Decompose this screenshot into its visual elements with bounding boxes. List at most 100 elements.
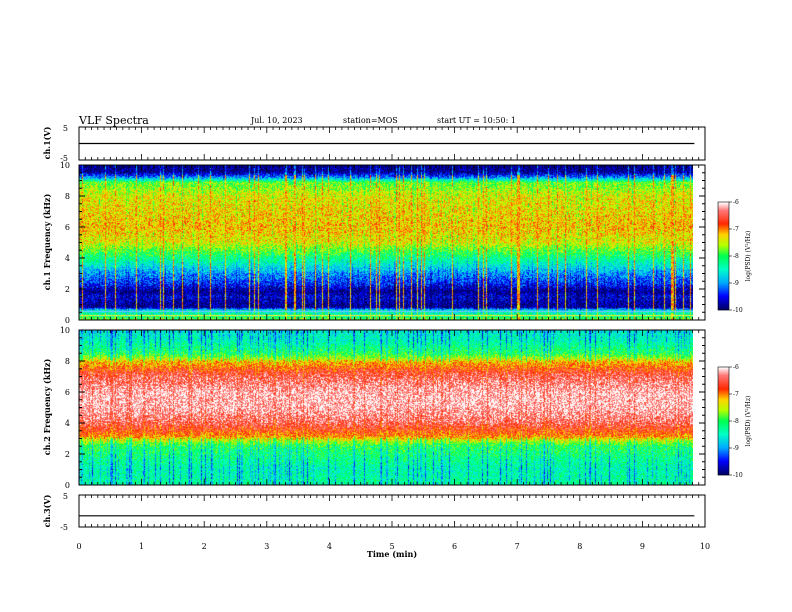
ch1-colorbar-band [718,284,729,286]
ch1-freq-tick-label: 0 [65,316,70,325]
ch2-freq-tick-label: 0 [65,481,70,490]
ch2-colorbar-tick-label: -9 [733,445,739,452]
ch1-colorbar-band [718,250,729,252]
figure-title: VLF Spectra [78,114,149,127]
ch2-colorbar-band [718,374,729,376]
ch1-colorbar-band [718,233,729,235]
ch2-colorbar-band [718,453,729,455]
ch2-colorbar-band [718,398,729,400]
ch2-colorbar-band [718,441,729,443]
ch1-colorbar-band [718,207,729,209]
ch2-colorbar-band [718,421,729,423]
ch2-colorbar-band [718,431,729,433]
ch2-colorbar-band [718,458,729,460]
ch2-colorbar-band [718,390,729,392]
ch1-colorbar-band [718,216,729,218]
time-tick-label: 5 [389,542,394,551]
ch2-colorbar-band [718,411,729,413]
ch2-colorbar-band [718,382,729,384]
ch1-colorbar-band [718,203,729,205]
ch1-colorbar-band [718,221,729,223]
ch1-freq-tick-label: 6 [65,223,70,232]
ch3-ytick-min: -5 [60,523,68,532]
ch1-colorbar-tick-label: -10 [733,307,743,314]
ch1-colorbar-band [718,223,729,225]
ch1-colorbar-band [718,280,729,282]
ch2-colorbar-band [718,381,729,383]
ch1-colorbar-band [718,281,729,283]
ch2-colorbar-band [718,437,729,439]
ch1-colorbar-band [718,212,729,214]
ch2-colorbar-band [718,376,729,378]
ch2-colorbar-band [718,392,729,394]
ch2-colorbar-band [718,371,729,373]
ch1-colorbar-band [718,270,729,272]
ch2-spectrogram-panel: 0 2 4 6 8 10 ch.2 Frequency (kHz) [42,326,706,490]
ch1-colorbar-tick-label: -8 [733,253,739,260]
ch1-colorbar-band [718,224,729,226]
ch1-colorbar-band [718,276,729,278]
time-tick-label: 3 [264,542,269,551]
ch2-colorbar-band [718,369,729,371]
ch2-colorbar-band [718,435,729,437]
ch2-colorbar-band [718,389,729,391]
ch1-colorbar-band [718,238,729,240]
ch2-colorbar-band [718,466,729,468]
ch2-colorbar-band [718,372,729,374]
ch1-colorbar-band [718,279,729,281]
ch2-colorbar-band [718,433,729,435]
ch1-colorbar-band [718,228,729,230]
ch2-colorbar-band [718,400,729,402]
ch1-colorbar-band [718,277,729,279]
ch1-colorbar-band [718,236,729,238]
ch1-colorbar-band [718,299,729,301]
ch2-colorbar-band [718,468,729,470]
time-axis-label: Time (min) [367,549,417,559]
ch1-colorbar-band [718,268,729,270]
ch1-colorbar-band [718,241,729,243]
start-time-label: start UT = 10:50: 1 [437,116,516,125]
ch1-colorbar: -6 -7 -8 -9 -10 log(PSD) (V²/Hz) [717,199,752,314]
ch2-colorbar-band [718,394,729,396]
ch2-colorbar-band [718,430,729,432]
ch2-colorbar-band [718,407,729,409]
ch1-colorbar-band [718,273,729,275]
ch2-colorbar-band [718,406,729,408]
ch1-colorbar-band [718,305,729,307]
ch1-colorbar-band [718,262,729,264]
ch1-freq-ticks: 0 2 4 6 8 10 [60,161,705,325]
ch1-colorbar-band [718,218,729,220]
ch1-colorbar-band [718,287,729,289]
ch2-colorbar-band [718,370,729,372]
ch1-colorbar-band [718,211,729,213]
ch2-colorbar-band [718,423,729,425]
ch3-voltage-ylabel: ch.3(V) [42,494,52,527]
ch1-colorbar-band [718,242,729,244]
ch1-colorbar-band [718,206,729,208]
ch2-colorbar-band [718,416,729,418]
ch1-colorbar-band [718,205,729,207]
time-tick-label: 6 [452,542,457,551]
ch1-colorbar-band [718,295,729,297]
ch1-colorbar-band [718,235,729,237]
ch2-colorbar-band [718,456,729,458]
ch1-freq-tick-label: 2 [65,285,70,294]
ch2-colorbar-band [718,424,729,426]
ch2-colorbar-band [718,417,729,419]
ch1-colorbar-band [718,263,729,265]
ch2-freq-ticks: 0 2 4 6 8 10 [60,326,705,490]
ch1-colorbar-band [718,286,729,288]
ch1-ytick-min: -5 [60,154,68,163]
ch2-colorbar-band [718,386,729,388]
ch1-colorbar-band [718,269,729,271]
ch1-colorbar-band [718,240,729,242]
ch1-colorbar-band [718,252,729,254]
ch2-colorbar-band [718,464,729,466]
ch2-colorbar-band [718,450,729,452]
ch2-spectrogram-image [79,330,693,485]
ch1-colorbar-band [718,274,729,276]
ch2-colorbar-band [718,388,729,390]
ch1-colorbar-band [718,267,729,269]
ch2-colorbar-band [718,397,729,399]
ch1-colorbar-band [718,289,729,291]
